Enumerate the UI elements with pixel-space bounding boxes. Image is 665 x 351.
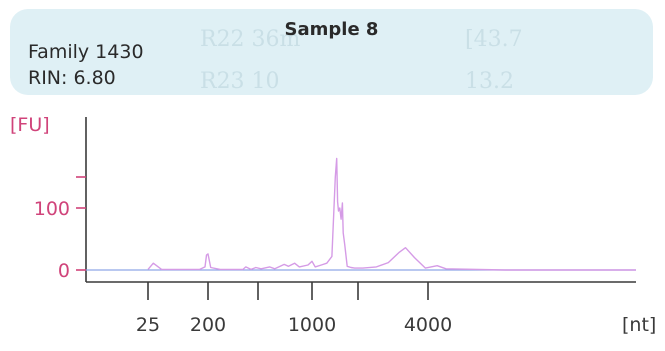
x-axis-label: [nt] [622,314,656,336]
sample-header-panel: R22 36m R23 10 [43.7 13.2 Sample 8 Famil… [10,9,653,95]
background-ghost-text: [43.7 [465,27,523,52]
y-tick-label: 0 [58,260,70,282]
x-tick-label: 200 [190,314,226,336]
background-ghost-text: 13.2 [465,69,514,94]
y-axis-label: [FU] [10,114,50,136]
background-ghost-text: R22 36m [200,27,301,52]
rin-label: RIN: 6.80 [28,67,116,89]
family-label: Family 1430 [28,41,144,63]
x-tick-label: 1000 [288,314,336,336]
y-tick-label: 100 [34,198,70,220]
electropherogram-trace [147,157,636,271]
chart-ticks: 0 100 25 200 1000 4000 [34,176,452,336]
x-tick-label: 25 [136,314,160,336]
x-tick-label: 4000 [404,314,452,336]
chart-axes [85,117,636,283]
trace-group [86,157,636,271]
sample-title: Sample 8 [284,19,379,40]
background-ghost-text: R23 10 [200,69,280,94]
